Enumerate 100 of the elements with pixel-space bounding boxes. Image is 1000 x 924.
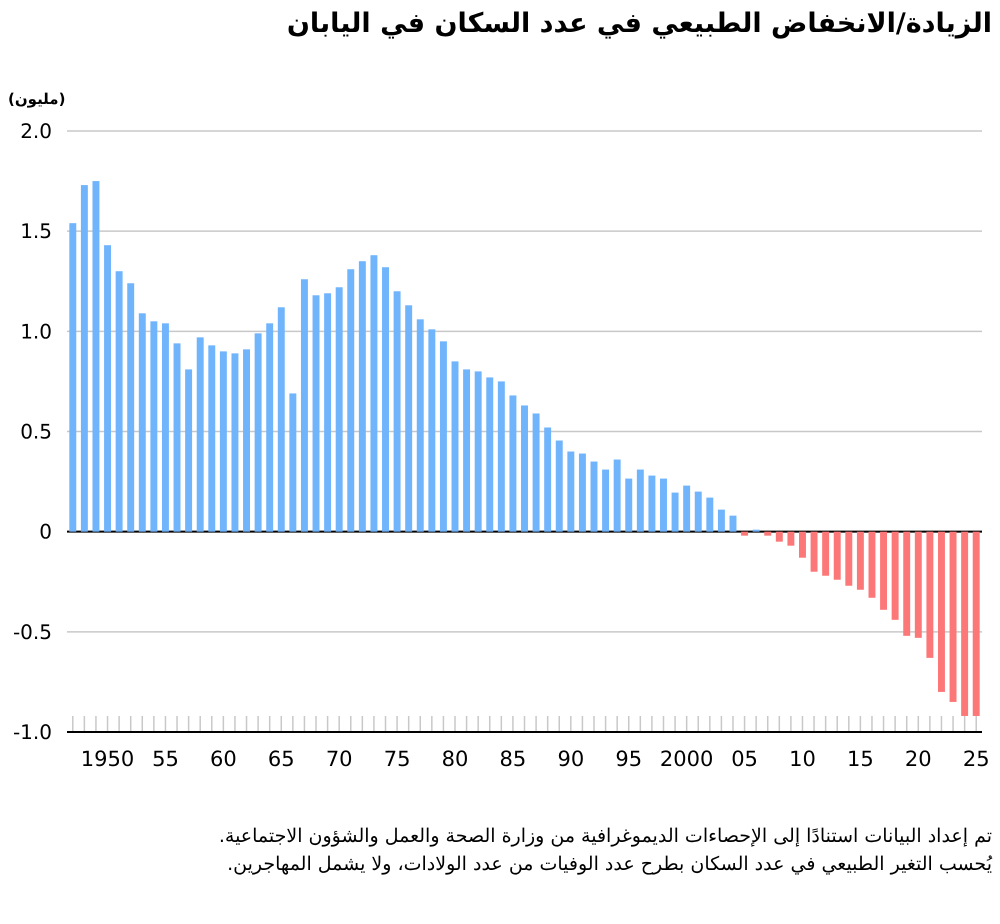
bar xyxy=(428,329,436,532)
bar xyxy=(810,532,818,572)
bar xyxy=(498,381,505,532)
bar xyxy=(80,185,88,532)
bar xyxy=(312,295,320,532)
bar xyxy=(660,478,667,532)
x-tick-label: 1950 xyxy=(80,747,134,771)
x-tick-label: 55 xyxy=(152,747,179,771)
x-tick-label: 25 xyxy=(962,747,990,771)
bar xyxy=(972,532,980,716)
bar xyxy=(463,369,470,532)
bar xyxy=(92,181,100,532)
x-tick-label: 15 xyxy=(847,747,874,771)
bar xyxy=(185,369,192,532)
x-tick-label: 2000 xyxy=(660,747,714,771)
bar xyxy=(208,345,216,532)
bar xyxy=(950,532,957,702)
bar xyxy=(69,223,76,532)
x-tick-label: 90 xyxy=(557,747,584,771)
bar xyxy=(486,377,494,532)
bar xyxy=(162,323,169,532)
y-tick-label: 1.5 xyxy=(20,219,52,244)
bar xyxy=(694,492,702,532)
bar xyxy=(231,353,238,532)
bar xyxy=(300,279,308,532)
bar xyxy=(196,337,204,532)
bar xyxy=(521,405,528,532)
bar xyxy=(578,454,586,532)
text: تم إعداد البيانات استنادًا إلى الإحصاءات الديموغرافية من وزارة الصحة والعمل والشؤون الاجتماعية. يُحسب التغير الطبيعي في عدد السكان بطرح عدد الوفيات من عدد الولادات، ولا يشمل المهاجرين. xyxy=(218,824,992,877)
bar xyxy=(856,532,864,590)
bar xyxy=(358,261,366,532)
bar xyxy=(289,393,296,532)
y-tick-label: 0 xyxy=(39,520,52,544)
bar xyxy=(892,532,899,620)
x-tick-label: 75 xyxy=(384,747,410,771)
bar xyxy=(440,341,447,532)
x-tick-label: 65 xyxy=(268,747,295,771)
bar xyxy=(880,532,888,610)
bar xyxy=(405,305,412,532)
bar xyxy=(648,476,656,532)
bar xyxy=(938,532,945,692)
bar xyxy=(278,307,285,532)
y-tick-label: 1.0 xyxy=(20,319,52,344)
bar xyxy=(926,532,934,658)
bar xyxy=(730,516,736,532)
bar xyxy=(394,291,401,532)
bar xyxy=(174,343,181,532)
bar xyxy=(116,271,123,532)
bar xyxy=(614,460,621,532)
bar xyxy=(254,333,262,532)
bar xyxy=(452,361,458,532)
bar xyxy=(834,532,841,580)
bar xyxy=(822,532,830,576)
y-tick-label: -1.0 xyxy=(12,720,52,744)
bar xyxy=(776,532,783,542)
bar xyxy=(474,371,482,532)
bar xyxy=(799,532,806,558)
bar xyxy=(718,510,725,532)
bar xyxy=(602,470,610,532)
chart-title: الزيادة/الانخفاض الطبيعي في عدد السكان في اليابان xyxy=(286,8,992,39)
bar xyxy=(625,478,632,532)
bar xyxy=(544,427,552,532)
bar xyxy=(914,532,922,638)
bar xyxy=(382,267,389,532)
bar xyxy=(868,532,876,598)
bar xyxy=(509,395,516,532)
bar xyxy=(370,255,378,532)
bar xyxy=(416,319,424,532)
bar xyxy=(961,532,968,716)
bar xyxy=(266,323,274,532)
y-tick-label: 2.0 xyxy=(20,119,52,143)
bar xyxy=(127,283,134,532)
y-axis-title: (مليون) xyxy=(8,90,66,108)
bar xyxy=(845,532,852,586)
x-tick-label: 20 xyxy=(904,747,932,771)
bar xyxy=(903,532,910,636)
x-tick-label: 05 xyxy=(731,747,758,771)
bar xyxy=(104,245,112,532)
x-tick-label: 80 xyxy=(442,747,468,771)
bar xyxy=(741,532,748,536)
bar xyxy=(243,349,250,532)
bar xyxy=(150,321,158,532)
bar xyxy=(556,440,563,532)
bar xyxy=(764,532,772,536)
bar xyxy=(220,351,227,532)
bar xyxy=(567,452,574,532)
bar xyxy=(324,293,332,532)
bar xyxy=(532,413,540,532)
y-tick-label: -0.5 xyxy=(12,620,52,644)
x-tick-label: 85 xyxy=(500,747,526,771)
bar xyxy=(683,486,690,532)
bar xyxy=(636,470,644,532)
bar xyxy=(138,313,146,532)
x-tick-label: 60 xyxy=(210,747,237,771)
bar xyxy=(706,498,714,532)
x-tick-label: 70 xyxy=(326,747,353,771)
bar xyxy=(787,532,794,546)
bar xyxy=(672,492,679,532)
bar xyxy=(590,462,598,532)
y-tick-label: 0.5 xyxy=(20,420,52,444)
